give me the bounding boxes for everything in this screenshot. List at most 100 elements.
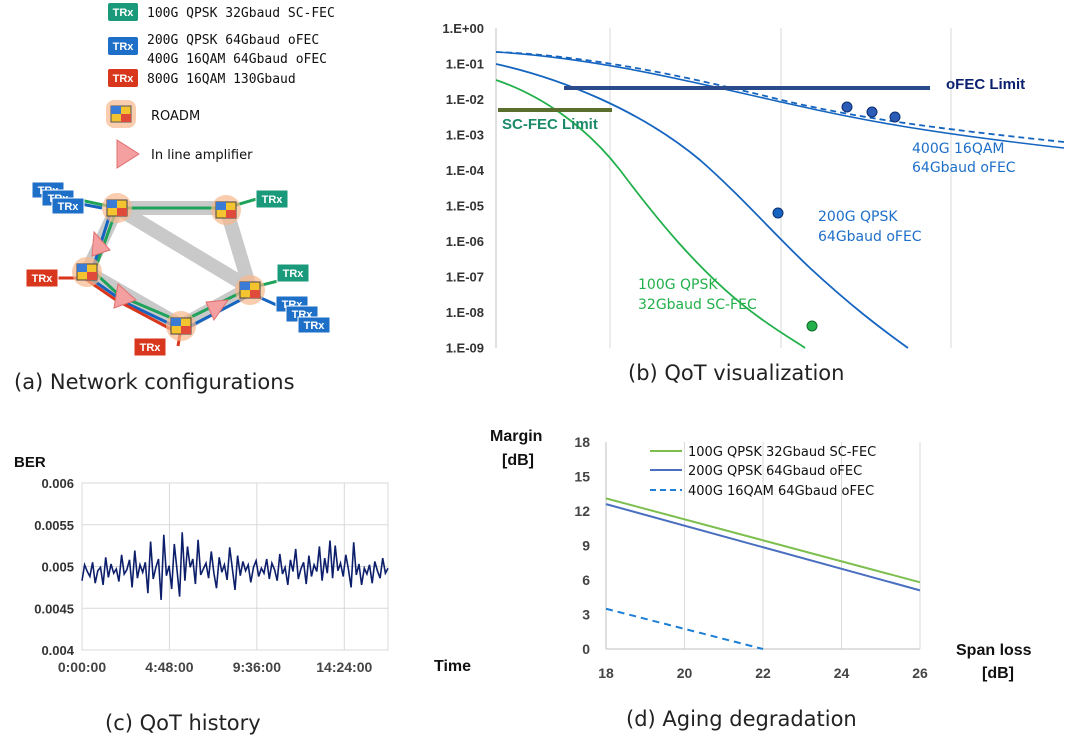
trx-label: TRx xyxy=(262,194,284,206)
caption-b: (b) QoT visualization xyxy=(628,361,844,385)
trx-badge-label: TRx xyxy=(113,41,135,53)
b-label-400g-2: 64Gbaud oFEC xyxy=(912,160,1016,176)
d-legend: 100G QPSK 32Gbaud SC-FEC 200G QPSK 64Gba… xyxy=(650,445,876,499)
b-y-tick: 1.E+00 xyxy=(442,21,484,36)
b-label-200g-1: 200G QPSK xyxy=(818,209,898,225)
d-line-200g xyxy=(605,503,921,592)
d-x-tick: 24 xyxy=(834,665,850,681)
b-y-tick: 1.E-06 xyxy=(446,234,484,249)
d-y-tick: 9 xyxy=(582,538,590,554)
b-ofec-limit-label: oFEC Limit xyxy=(946,76,1025,93)
legend-a-400g: 400G 16QAM 64Gbaud oFEC xyxy=(147,52,327,67)
d-ylabel-1: Margin xyxy=(490,428,542,445)
c-y-tick-labels: 0.006 0.0055 0.005 0.0045 0.004 xyxy=(34,476,75,658)
trx-badge-100g xyxy=(108,3,138,21)
legend-a: TRx 100G QPSK 32Gbaud SC-FEC TRx 200G QP… xyxy=(106,3,335,169)
b-label-200g-2: 64Gbaud oFEC xyxy=(818,229,922,245)
legend-a-100g: 100G QPSK 32Gbaud SC-FEC xyxy=(147,6,335,21)
b-point-100g xyxy=(806,320,818,332)
d-y-tick: 15 xyxy=(574,469,590,485)
amplifier-icon xyxy=(205,299,230,322)
legend-a-200g: 200G QPSK 64Gbaud oFEC xyxy=(147,33,319,48)
network-diagram: TRx TRx TRx TRx TRx TRx TRx TRx TRx TRx xyxy=(25,181,331,357)
d-x-tick: 20 xyxy=(677,665,693,681)
c-x-tick: 0:00:00 xyxy=(58,659,106,675)
c-xlabel: Time xyxy=(434,658,471,675)
caption-d: (d) Aging degradation xyxy=(626,707,857,731)
b-y-tick: 1.E-04 xyxy=(446,163,485,178)
trx-badge-label: TRx xyxy=(113,73,135,85)
trx-red-left: TRx xyxy=(25,268,59,288)
b-y-tick: 1.E-08 xyxy=(446,305,484,320)
trx-badge-200g-400g xyxy=(108,37,138,55)
roadm-icon xyxy=(106,100,136,128)
b-y-tick: 1.E-02 xyxy=(446,92,484,107)
d-x-tick: 26 xyxy=(912,665,928,681)
roadm-node xyxy=(72,257,102,287)
panel-d-aging: Margin [dB] Span loss [dB] 18 15 12 9 6 3 0 18… xyxy=(490,428,1032,731)
b-curve-200g xyxy=(495,63,909,349)
d-xlabel-2: [dB] xyxy=(982,665,1014,682)
trx-label: TRx xyxy=(58,201,80,213)
panel-b-qot: 1.E+00 1.E-01 1.E-02 1.E-03 1.E-04 1.E-05 1.E-… xyxy=(442,21,1065,385)
roadm-node xyxy=(102,193,132,223)
amplifier-icon xyxy=(116,139,140,169)
b-point-400g xyxy=(889,111,901,123)
c-x-tick-labels: 0:00:00 4:48:00 9:36:00 14:24:00 xyxy=(58,659,373,675)
c-ylabel: BER xyxy=(14,454,46,471)
roadm-label: ROADM xyxy=(151,109,200,124)
d-legend-100g: 100G QPSK 32Gbaud SC-FEC xyxy=(688,445,876,460)
b-label-100g-1: 100G QPSK xyxy=(638,277,718,293)
b-y-tick: 1.E-07 xyxy=(446,270,484,285)
b-gridlines xyxy=(609,28,952,348)
b-label-100g-2: 32Gbaud SC-FEC xyxy=(638,297,757,313)
d-x-tick: 22 xyxy=(755,665,771,681)
d-x-tick: 18 xyxy=(598,665,614,681)
b-y-tick: 1.E-01 xyxy=(446,57,484,72)
trx-label: TRx xyxy=(304,320,326,332)
c-y-tick: 0.0045 xyxy=(34,601,74,616)
trx-badge-label: TRx xyxy=(113,7,135,19)
d-y-tick-labels: 18 15 12 9 6 3 0 xyxy=(574,434,590,657)
lightpath-green-top xyxy=(79,196,261,210)
caption-a: (a) Network configurations xyxy=(14,370,295,394)
roadm-node xyxy=(235,275,265,305)
roadm-node xyxy=(211,195,241,225)
b-scfec-limit-label: SC-FEC Limit xyxy=(502,116,598,133)
d-legend-200g: 200G QPSK 64Gbaud oFEC xyxy=(688,464,862,479)
b-y-tick: 1.E-05 xyxy=(446,199,484,214)
trx-label: TRx xyxy=(283,268,305,280)
b-point-400g xyxy=(841,101,853,113)
b-curve-400g-dashed xyxy=(495,51,1065,143)
b-curve-400g xyxy=(495,51,1065,149)
d-y-tick: 3 xyxy=(582,607,590,623)
legend-a-800g: 800G 16QAM 130Gbaud xyxy=(147,72,296,87)
c-y-tick: 0.004 xyxy=(41,643,74,658)
d-ylabel-2: [dB] xyxy=(502,452,534,469)
d-y-tick: 6 xyxy=(582,572,590,588)
d-xlabel-1: Span loss xyxy=(956,642,1032,659)
trx-label: TRx xyxy=(140,342,162,354)
d-x-tick-labels: 18 20 22 24 26 xyxy=(598,665,928,681)
trx-green-top: TRx xyxy=(255,189,289,209)
amplifier-label: In line amplifier xyxy=(151,148,253,163)
trx-stack-left: TRx TRx TRx xyxy=(31,181,85,215)
c-x-tick: 4:48:00 xyxy=(145,659,193,675)
b-y-tick-labels: 1.E+00 1.E-01 1.E-02 1.E-03 1.E-04 1.E-05 1.E-… xyxy=(442,21,484,356)
d-series xyxy=(605,497,921,650)
b-point-200g xyxy=(772,207,784,219)
trx-green-right: TRx xyxy=(276,263,310,283)
d-legend-400g: 400G 16QAM 64Gbaud oFEC xyxy=(688,484,874,499)
caption-c: (c) QoT history xyxy=(105,711,261,735)
panel-a-network: TRx 100G QPSK 32Gbaud SC-FEC TRx 200G QP… xyxy=(14,3,335,394)
b-y-tick: 1.E-09 xyxy=(446,341,484,356)
trx-stack-right: TRx TRx TRx xyxy=(275,295,331,334)
b-point-400g xyxy=(866,106,878,118)
d-y-tick: 12 xyxy=(574,503,590,519)
amplifier-icon xyxy=(113,283,137,309)
c-x-tick: 14:24:00 xyxy=(316,659,372,675)
trx-label: TRx xyxy=(32,273,54,285)
d-y-tick: 18 xyxy=(574,434,590,450)
trx-badge-800g xyxy=(108,69,138,87)
